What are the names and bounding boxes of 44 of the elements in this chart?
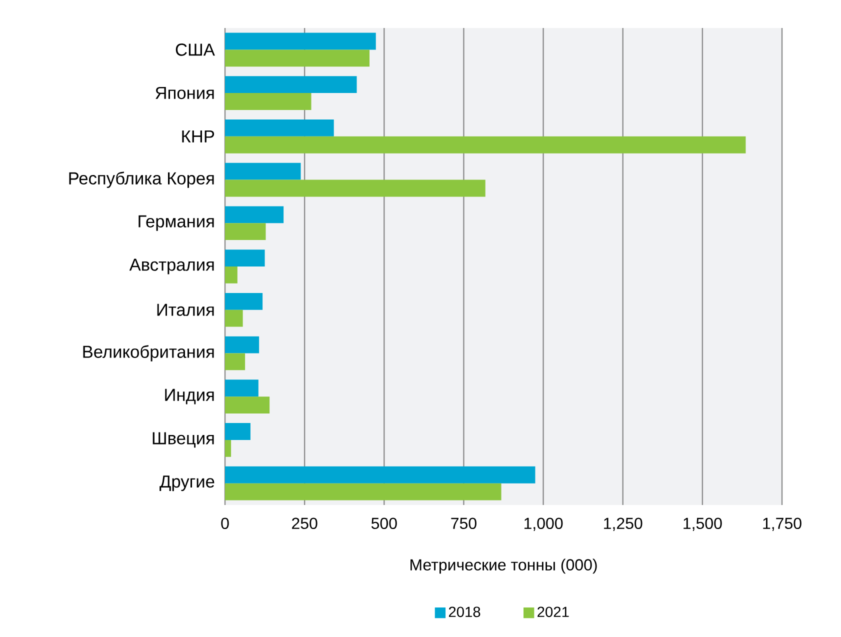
bar bbox=[225, 180, 486, 197]
x-tick-label: 1,000 bbox=[524, 518, 563, 531]
x-tick-label: 500 bbox=[371, 518, 397, 530]
bar bbox=[225, 223, 266, 240]
y-tick-label: Германия bbox=[138, 215, 214, 231]
x-tick-label: 1,750 bbox=[763, 518, 802, 531]
y-tick-label: Республика Корея bbox=[69, 172, 214, 188]
legend-label: 2018 bbox=[448, 606, 480, 618]
bar bbox=[225, 292, 263, 310]
x-tick-label: 1,250 bbox=[604, 518, 642, 531]
y-tick-label: КНР bbox=[182, 130, 214, 142]
bar bbox=[225, 466, 536, 484]
bar bbox=[225, 440, 232, 457]
bar bbox=[225, 162, 301, 180]
legend-label: 2021 bbox=[538, 606, 569, 618]
bar bbox=[225, 250, 265, 267]
bar bbox=[225, 50, 370, 67]
y-tick-label: Великобритания bbox=[83, 345, 214, 362]
y-tick-label: Швеция bbox=[152, 432, 214, 448]
bar bbox=[225, 32, 376, 50]
y-tick-label: Япония bbox=[156, 87, 214, 100]
y-tick-label: Индия bbox=[165, 388, 214, 404]
x-tick-label: 1,500 bbox=[684, 518, 722, 531]
y-tick-label: Другие bbox=[160, 476, 214, 492]
bar bbox=[225, 93, 312, 110]
bar bbox=[225, 310, 243, 327]
y-tick-label: США bbox=[176, 44, 215, 56]
y-tick-label: Австралия bbox=[129, 258, 214, 274]
bar bbox=[225, 120, 334, 136]
bar bbox=[225, 206, 284, 224]
bar bbox=[225, 423, 250, 440]
bar bbox=[225, 353, 246, 370]
bar bbox=[225, 483, 502, 500]
bar bbox=[225, 76, 357, 94]
bar bbox=[225, 380, 258, 397]
x-axis-title: Метрические тонны (000) bbox=[410, 558, 597, 574]
bar bbox=[225, 396, 270, 414]
x-tick-label: 0 bbox=[221, 518, 229, 530]
bar bbox=[225, 266, 238, 284]
bar bbox=[225, 136, 746, 154]
bar bbox=[225, 336, 260, 354]
x-tick-label: 250 bbox=[292, 518, 318, 530]
y-tick-label: Италия bbox=[157, 304, 214, 316]
x-tick-label: 750 bbox=[451, 518, 476, 530]
